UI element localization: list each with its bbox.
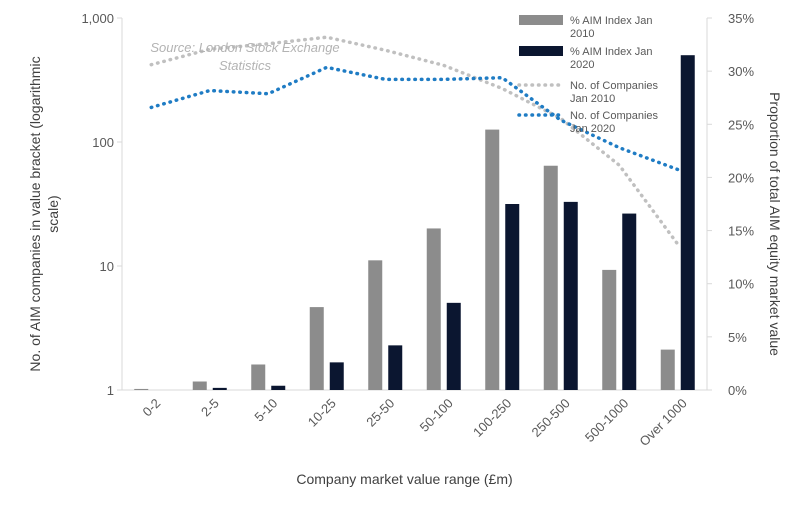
- bar: [660, 349, 675, 390]
- legend-label: No. of Companies: [570, 110, 659, 122]
- x-tick-label: 2-5: [198, 396, 222, 420]
- x-tick-label: 5-10: [251, 396, 280, 425]
- legend-label-line2: 2020: [570, 59, 594, 71]
- x-tick-label: 25-50: [363, 396, 397, 430]
- y-left-axis-title: No. of AIM companies in value bracket (l…: [27, 56, 43, 371]
- x-axis-title: Company market value range (£m): [296, 471, 512, 487]
- bar: [388, 345, 403, 390]
- y-left-tick-label: 1,000: [81, 11, 114, 26]
- x-tick-label: Over 1000: [636, 396, 690, 450]
- y-left-axis-title-line2: scale): [45, 195, 61, 232]
- bar: [192, 381, 207, 390]
- legend-label-line2: Jan 2010: [570, 93, 615, 105]
- y-right-tick-label: 30%: [728, 64, 754, 79]
- bar: [505, 204, 520, 390]
- bar: [543, 165, 558, 390]
- bar: [134, 388, 149, 390]
- y-left-tick-label: 100: [92, 135, 114, 150]
- bars: [134, 55, 695, 390]
- y-right-tick-label: 0%: [728, 383, 747, 398]
- bar: [563, 201, 578, 390]
- bar: [622, 213, 637, 390]
- bar: [368, 260, 383, 390]
- bar: [446, 302, 461, 390]
- bar: [212, 387, 227, 390]
- bar: [309, 307, 324, 390]
- legend-label: % AIM Index Jan: [570, 15, 653, 27]
- bar: [251, 364, 266, 390]
- x-tick-label: 500-1000: [582, 396, 631, 445]
- y-left-tick-label: 10: [100, 259, 114, 274]
- bar: [602, 269, 617, 390]
- line-series: [149, 35, 680, 246]
- source-annotation-line2: Statistics: [219, 58, 272, 73]
- bar: [426, 228, 441, 390]
- bar: [329, 362, 344, 390]
- x-tick-label: 50-100: [417, 396, 456, 435]
- bar: [271, 385, 286, 390]
- legend-label-line2: Jan 2020: [570, 123, 615, 135]
- y-right-axis-title: Proportion of total AIM equity market va…: [767, 92, 783, 356]
- line-series: [149, 65, 680, 172]
- bar: [485, 129, 500, 390]
- legend-swatch: [519, 46, 563, 56]
- y-left-tick-label: 1: [107, 383, 114, 398]
- x-tick-label: 100-250: [470, 396, 514, 440]
- x-tick-label: 10-25: [305, 396, 339, 430]
- y-right-tick-label: 35%: [728, 11, 754, 26]
- x-tick-label: 250-500: [529, 396, 573, 440]
- legend-label: % AIM Index Jan: [570, 46, 653, 58]
- source-annotation: Source: London Stock Exchange: [150, 40, 339, 55]
- y-right-tick-label: 10%: [728, 277, 754, 292]
- bar: [680, 55, 695, 390]
- y-right-tick-label: 20%: [728, 170, 754, 185]
- y-right-tick-label: 15%: [728, 224, 754, 239]
- legend-label: No. of Companies: [570, 80, 659, 92]
- legend-label-line2: 2010: [570, 28, 594, 40]
- legend-swatch: [519, 15, 563, 25]
- y-right-tick-label: 25%: [728, 117, 754, 132]
- labels: 1 10 100 1,000 0% 5% 10% 15% 20% 25% 30% 35% 0-2 2-5 5…: [27, 11, 783, 487]
- x-tick-label: 0-2: [139, 396, 163, 420]
- lines: [149, 35, 680, 246]
- y-right-tick-label: 5%: [728, 330, 747, 345]
